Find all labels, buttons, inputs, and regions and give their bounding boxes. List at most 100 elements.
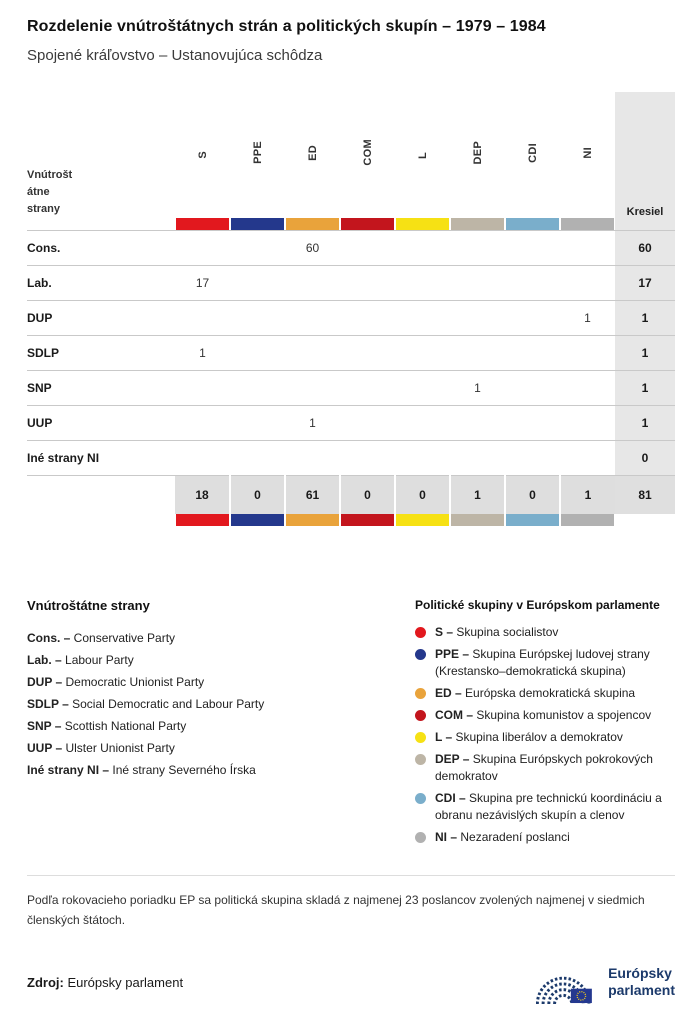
color-bar-cell [175, 218, 230, 231]
ep-logo-line2: parlament [608, 982, 675, 999]
color-bar-cell [505, 513, 560, 526]
value-cell [285, 265, 340, 301]
value-cell [505, 230, 560, 266]
value-cell [560, 265, 615, 301]
group-color-bar [506, 218, 559, 230]
table-row: SDLP 1 1 [27, 335, 675, 371]
total-cell: 1 [449, 475, 505, 514]
table-header-row: Vnútrošt átne strany S PPE ED COM L DEP … [27, 92, 675, 218]
seats-cell: 1 [615, 405, 675, 441]
group-color-dot [415, 792, 426, 804]
table-row: DUP 1 1 [27, 300, 675, 336]
party-name: Social Democratic and Labour Party [68, 696, 265, 711]
value-cell [285, 370, 340, 406]
value-cell [450, 300, 505, 336]
value-cell [450, 230, 505, 266]
column-header: DEP [450, 92, 505, 218]
party-name: Democratic Unionist Party [62, 674, 205, 689]
color-bar-cell [395, 513, 450, 526]
color-bar-end-spacer [615, 514, 675, 526]
legend-party-item: Lab. – Labour Party [27, 649, 415, 671]
color-bar-cell [560, 513, 615, 526]
group-color-dot [415, 626, 426, 638]
group-color-bar [341, 218, 394, 230]
value-cell [285, 335, 340, 371]
party-name: Labour Party [61, 652, 134, 667]
group-label: S – Skupina socialistov [435, 624, 559, 639]
color-bar-cell [450, 513, 505, 526]
color-bar-cell [230, 218, 285, 231]
party-abbr: Cons. – [27, 630, 71, 645]
seats-cell: 1 [615, 335, 675, 371]
group-color-bar-row [27, 218, 675, 231]
value-cell [230, 230, 285, 266]
group-color-bar [231, 218, 284, 230]
value-cell [395, 370, 450, 406]
value-cell [560, 440, 615, 476]
value-cell [340, 440, 395, 476]
page-subtitle: Spojené kráľovstvo – Ustanovujúca schôdz… [27, 47, 323, 64]
legend-group-item: CDI – Skupina pre technickú koordináciu … [415, 790, 675, 824]
party-name: Iné strany Severného Írska [109, 762, 256, 777]
seats-cell: 60 [615, 230, 675, 266]
legend-party-item: SNP – Scottish National Party [27, 715, 415, 737]
totals-spacer [27, 476, 175, 514]
table-row: Cons. 60 60 [27, 230, 675, 266]
legend-groups-header: Politické skupiny v Európskom parlamente [415, 597, 660, 612]
group-label: CDI – Skupina pre technickú koordináciu … [435, 790, 662, 822]
value-cell [450, 405, 505, 441]
totals-row: 18 0 61 0 0 1 0 1 81 [27, 475, 675, 514]
total-seats-cell: 81 [615, 475, 675, 514]
divider-line [27, 874, 675, 876]
total-cell: 61 [284, 475, 340, 514]
party-label: Iné strany NI [27, 440, 175, 476]
value-cell [560, 230, 615, 266]
column-header-label: CDI [526, 142, 539, 163]
group-color-dot [415, 709, 426, 721]
party-label: DUP [27, 300, 175, 336]
color-bar-cell [505, 218, 560, 231]
seats-cell: 1 [615, 300, 675, 336]
value-cell: 17 [175, 265, 230, 301]
value-cell [505, 405, 560, 441]
party-abbr: UUP – [27, 740, 63, 755]
group-color-bar [286, 218, 339, 230]
party-name: Ulster Unionist Party [62, 740, 175, 755]
value-cell [505, 370, 560, 406]
source-value: Európsky parlament [63, 974, 184, 990]
value-cell [340, 370, 395, 406]
legend-parties-header: Vnútroštátne strany [27, 597, 150, 613]
value-cell [230, 335, 285, 371]
group-color-bar [561, 513, 614, 526]
corner-header-line: átne [27, 185, 50, 198]
value-cell [450, 335, 505, 371]
group-color-bar [451, 218, 504, 230]
party-abbr: Lab. – [27, 652, 62, 667]
value-cell [175, 440, 230, 476]
value-cell [450, 265, 505, 301]
party-abbr: SDLP – [27, 696, 69, 711]
ep-logo-line1: Európsky [608, 965, 672, 982]
seats-cell: 1 [615, 370, 675, 406]
column-header-label: COM [361, 139, 374, 166]
color-bar-spacer [27, 514, 175, 526]
group-color-bar [396, 218, 449, 230]
corner-header-line: strany [27, 202, 61, 215]
party-label: Lab. [27, 265, 175, 301]
group-color-bar [286, 513, 339, 526]
color-bar-cell [560, 218, 615, 231]
party-abbr: Iné strany NI – [27, 762, 110, 777]
legend-group-item: NI – Nezaradení poslanci [415, 829, 675, 846]
group-label: COM – Skupina komunistov a spojencov [435, 707, 652, 722]
value-cell [395, 230, 450, 266]
value-cell [560, 405, 615, 441]
total-cell: 1 [559, 475, 615, 514]
source-line: Zdroj: Európsky parlament [27, 975, 183, 990]
column-header: NI [560, 92, 615, 218]
table-row: Iné strany NI 0 [27, 440, 675, 476]
value-cell [340, 265, 395, 301]
value-cell [285, 300, 340, 336]
party-name: Conservative Party [70, 630, 176, 645]
value-cell: 1 [285, 405, 340, 441]
